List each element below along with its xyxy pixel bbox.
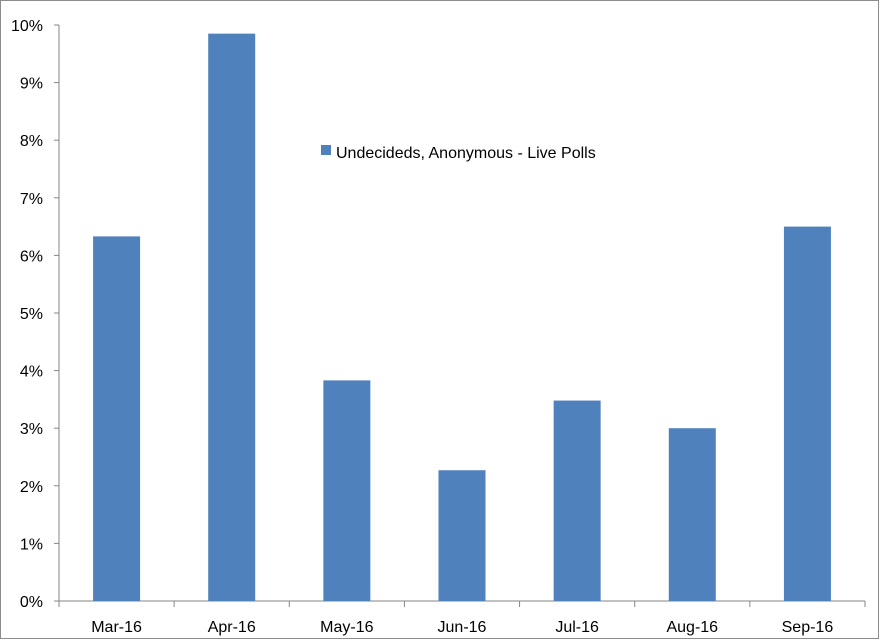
y-tick-label: 4% xyxy=(20,364,43,381)
x-tick-label: Mar-16 xyxy=(91,619,142,636)
y-tick-label: 10% xyxy=(11,18,43,35)
x-tick-label: May-16 xyxy=(320,619,373,636)
x-tick-label: Aug-16 xyxy=(666,619,718,636)
x-tick-label: Jun-16 xyxy=(438,619,487,636)
bars xyxy=(93,33,831,601)
y-tick-label: 8% xyxy=(20,133,43,150)
bar-sep-16 xyxy=(783,226,831,601)
x-tick-label: Jul-16 xyxy=(555,619,599,636)
bar-mar-16 xyxy=(93,236,141,601)
y-tick-label: 3% xyxy=(20,421,43,438)
bar-may-16 xyxy=(323,380,371,601)
y-tick-labels: 0% 1% 2% 3% 4% 5% 6% 7% 8% 9% 10% xyxy=(11,18,43,611)
axes xyxy=(54,24,866,607)
legend-label: Undecideds, Anonymous - Live Polls xyxy=(336,145,596,162)
y-tick-label: 9% xyxy=(20,76,43,93)
bar-aug-16 xyxy=(668,428,716,601)
y-tick-label: 6% xyxy=(20,248,43,265)
x-tick-label: Sep-16 xyxy=(782,619,834,636)
y-tick-label: 2% xyxy=(20,479,43,496)
y-tick-label: 5% xyxy=(20,306,43,323)
x-tick-labels: Mar-16 Apr-16 May-16 Jun-16 Jul-16 Aug-16 Sep-… xyxy=(91,619,833,636)
bar-apr-16 xyxy=(208,33,256,601)
legend: Undecideds, Anonymous - Live Polls xyxy=(321,145,596,162)
bar-jun-16 xyxy=(438,470,486,601)
x-tick-label: Apr-16 xyxy=(208,619,256,636)
y-tick-label: 0% xyxy=(20,594,43,611)
y-tick-label: 7% xyxy=(20,191,43,208)
y-tick-label: 1% xyxy=(20,536,43,553)
bar-jul-16 xyxy=(553,400,601,601)
legend-swatch xyxy=(321,145,331,155)
